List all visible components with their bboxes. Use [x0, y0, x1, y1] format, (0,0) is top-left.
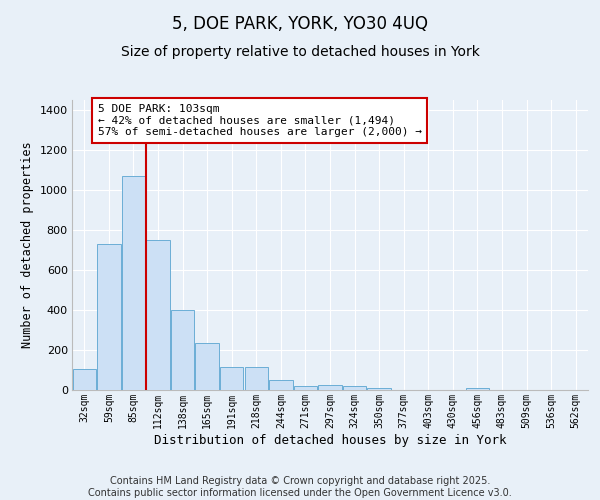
Bar [73, 369, 96, 390]
Bar [294, 386, 317, 390]
Bar [220, 367, 244, 390]
Bar [245, 367, 268, 390]
X-axis label: Distribution of detached houses by size in York: Distribution of detached houses by size … [154, 434, 506, 446]
Text: 5, DOE PARK, YORK, YO30 4UQ: 5, DOE PARK, YORK, YO30 4UQ [172, 15, 428, 33]
Bar [97, 244, 121, 390]
Bar [269, 380, 293, 390]
Bar [466, 388, 489, 390]
Bar [122, 176, 145, 390]
Text: Contains HM Land Registry data © Crown copyright and database right 2025.
Contai: Contains HM Land Registry data © Crown c… [88, 476, 512, 498]
Bar [171, 310, 194, 390]
Bar [196, 343, 219, 390]
Y-axis label: Number of detached properties: Number of detached properties [21, 142, 34, 348]
Bar [146, 240, 170, 390]
Bar [367, 388, 391, 390]
Bar [343, 386, 366, 390]
Text: 5 DOE PARK: 103sqm
← 42% of detached houses are smaller (1,494)
57% of semi-deta: 5 DOE PARK: 103sqm ← 42% of detached hou… [98, 104, 422, 137]
Bar [319, 385, 341, 390]
Text: Size of property relative to detached houses in York: Size of property relative to detached ho… [121, 45, 479, 59]
